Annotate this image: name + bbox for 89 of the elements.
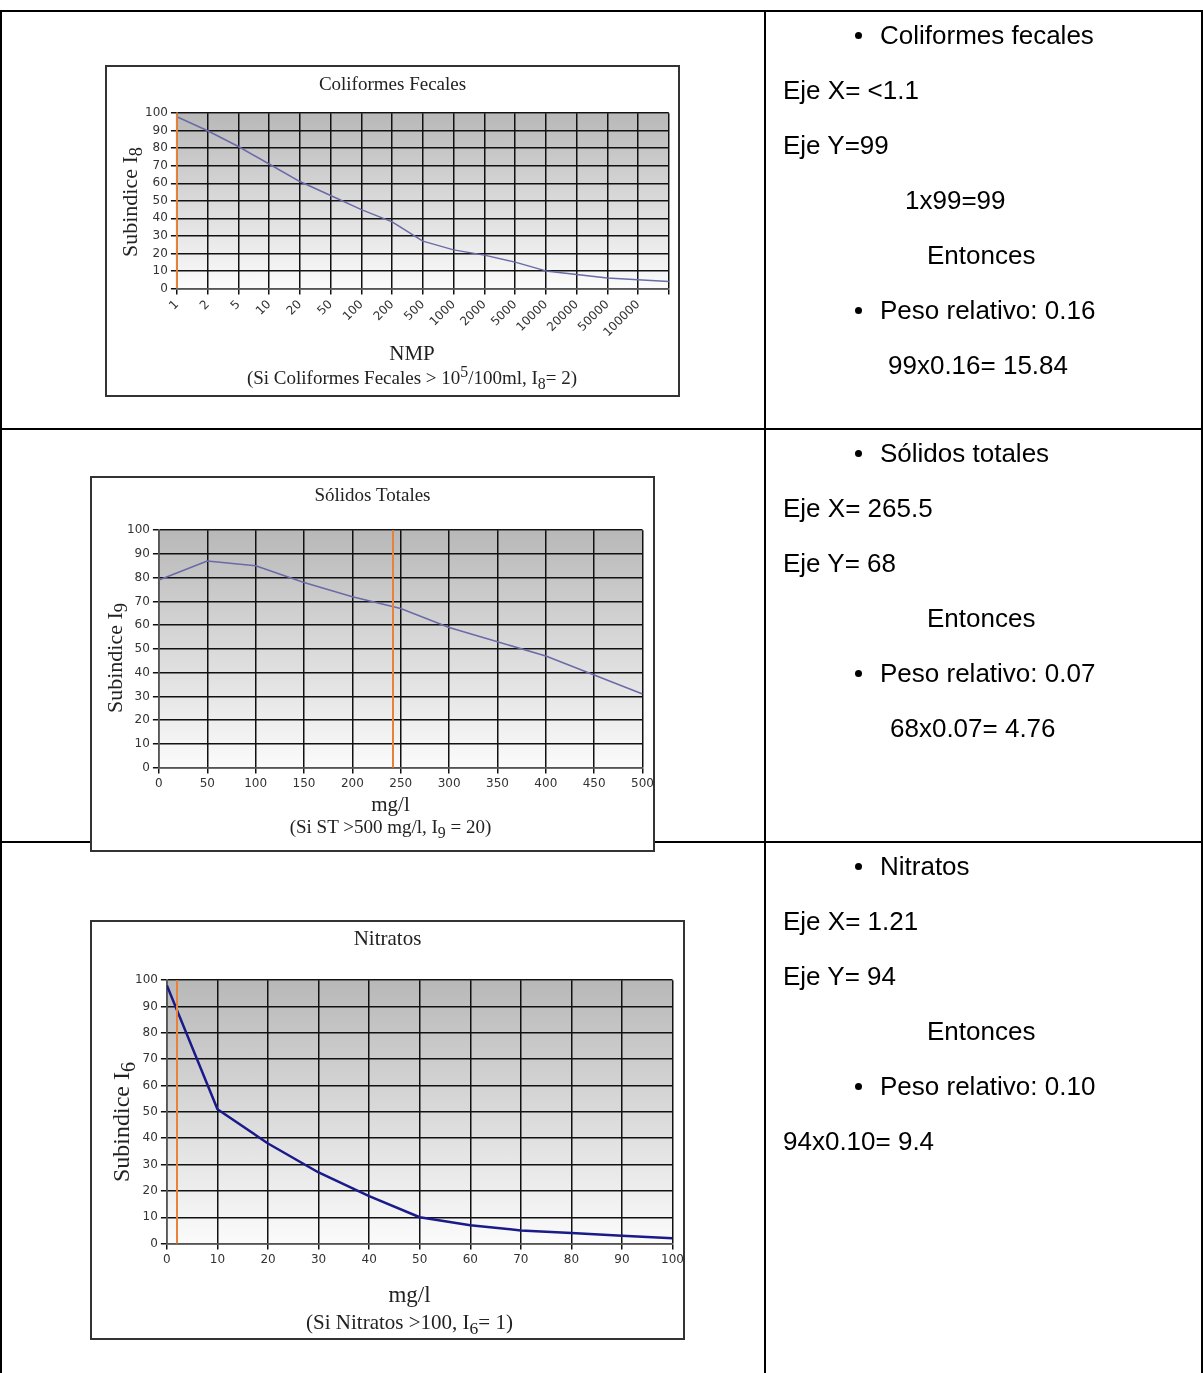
- y-tick-label: 80: [152, 140, 168, 155]
- x-tick-label: 40: [361, 1251, 377, 1266]
- y-tick-label: 80: [134, 569, 150, 584]
- text: Eje Y= 94: [783, 961, 897, 992]
- x-tick-label: 50: [412, 1251, 428, 1266]
- y-tick-label: 50: [152, 192, 168, 207]
- x-tick-label: 300: [437, 775, 461, 790]
- chart-title: Sólidos Totales: [313, 484, 432, 506]
- x-axis-title: mg/l: [371, 792, 410, 817]
- text: (Si Nitratos >100, I$_{6}$= 1): [306, 1310, 513, 1340]
- x-tick-label: 400: [534, 775, 558, 790]
- y-tick-label: 0: [160, 280, 168, 295]
- y-tick-label: 40: [152, 210, 168, 225]
- y-tick-label: 70: [134, 593, 150, 608]
- y-tick-label: 40: [134, 664, 150, 679]
- y-tick-label: 100: [145, 105, 168, 120]
- y-tick-label: 90: [134, 546, 150, 561]
- y-tick-label: 0: [142, 759, 150, 774]
- y-tick-label: 100: [135, 972, 158, 987]
- x-tick-label: 5: [227, 296, 243, 313]
- x-tick-label: 80: [563, 1251, 580, 1266]
- text: 94x0.10= 9.4: [783, 1126, 935, 1157]
- x-tick-label: 150: [292, 775, 316, 790]
- x-tick-label: 500: [631, 775, 654, 790]
- text: Nitratos: [880, 851, 970, 882]
- x-tick-label: 30: [310, 1251, 327, 1266]
- x-tick-label: 10: [209, 1251, 226, 1266]
- y-tick-label: 30: [142, 1156, 158, 1171]
- y-tick-label: 60: [134, 617, 150, 632]
- text: (Si Coliformes Fecales > 10$^{5}$/100ml, I$_{8}$= 2): [246, 363, 578, 393]
- y-tick-label: 100: [127, 522, 150, 537]
- x-tick-label: 60: [462, 1251, 478, 1266]
- x-tick-label: 250: [389, 775, 413, 790]
- y-tick-label: 20: [134, 712, 150, 727]
- x-tick-label: 500: [401, 296, 428, 324]
- x-tick-label: 200: [340, 775, 364, 790]
- x-axis-title: mg/l: [388, 1282, 431, 1308]
- y-tick-label: 30: [152, 227, 168, 242]
- x-tick-label: 20: [260, 1251, 276, 1266]
- y-tick-label: 60: [152, 175, 168, 190]
- text: Peso relativo: 0.16: [880, 295, 1096, 326]
- y-tick-label: 50: [134, 641, 150, 656]
- x-tick-label: 100: [339, 296, 366, 324]
- x-tick-label: 70: [513, 1251, 529, 1266]
- text: 1x99=99: [905, 185, 1006, 216]
- y-tick-label: 90: [152, 122, 168, 137]
- chart-title: Nitratos: [352, 926, 423, 951]
- text: Eje X= 265.5: [783, 493, 933, 524]
- x-tick-label: 1: [165, 296, 182, 313]
- text: Eje Y=99: [783, 130, 889, 161]
- x-tick-label: 100: [661, 1251, 684, 1266]
- text: 68x0.07= 4.76: [890, 713, 1056, 744]
- x-tick-label: 50: [314, 296, 335, 318]
- y-tick-label: 30: [134, 688, 150, 703]
- y-tick-label: 60: [142, 1077, 158, 1092]
- text: Eje Y= 68: [783, 548, 897, 579]
- x-axis-title: NMP: [389, 341, 435, 366]
- y-tick-label: 20: [152, 245, 168, 260]
- y-tick-label: 50: [142, 1104, 158, 1119]
- y-tick-label: 0: [150, 1235, 158, 1250]
- y-tick-label: 20: [142, 1183, 158, 1198]
- x-tick-label: 450: [582, 775, 606, 790]
- x-tick-label: 350: [486, 775, 509, 790]
- y-tick-label: 70: [152, 157, 168, 172]
- y-tick-label: 70: [142, 1051, 158, 1066]
- text: Peso relativo: 0.07: [880, 658, 1096, 689]
- y-tick-label: 10: [134, 735, 150, 750]
- y-tick-label: 10: [142, 1209, 158, 1224]
- chart-title: Coliformes Fecales: [317, 73, 468, 95]
- y-tick-label: 80: [142, 1025, 158, 1040]
- x-tick-label: 100: [244, 775, 268, 790]
- text: (Si ST >500 mg/l, I$_{9}$ = 20): [289, 816, 492, 842]
- text: Entonces: [927, 603, 1036, 634]
- y-tick-label: 40: [142, 1130, 158, 1145]
- x-tick-label: 2: [196, 296, 212, 313]
- text: Sólidos totales: [880, 438, 1050, 469]
- x-tick-label: 10: [252, 296, 274, 318]
- x-tick-label: 90: [614, 1251, 630, 1266]
- text: Entonces: [927, 1016, 1036, 1047]
- x-tick-label: 20: [283, 296, 305, 318]
- text: 99x0.16= 15.84: [888, 350, 1068, 381]
- text: Peso relativo: 0.10: [880, 1071, 1096, 1102]
- text: Coliformes fecales: [880, 20, 1094, 51]
- x-tick-label: 50: [199, 775, 215, 790]
- y-tick-label: 90: [142, 998, 158, 1013]
- text: Entonces: [927, 240, 1036, 271]
- text: Eje X= 1.21: [783, 906, 919, 937]
- text: Eje X= <1.1: [783, 75, 919, 106]
- y-tick-label: 10: [152, 263, 168, 278]
